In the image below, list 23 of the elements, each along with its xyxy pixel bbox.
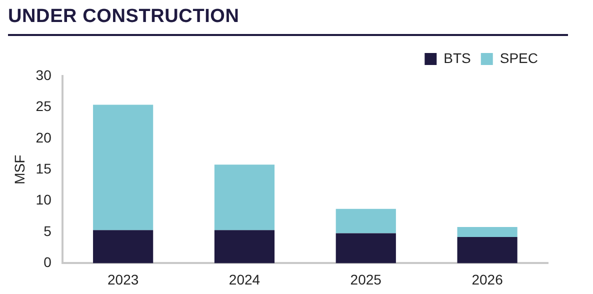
y-tick-label: 0 <box>44 254 52 270</box>
bar <box>336 208 396 234</box>
bar <box>214 164 275 230</box>
x-tick-label: 2024 <box>228 271 260 288</box>
y-tick-label: 15 <box>36 160 52 176</box>
bar <box>457 227 518 237</box>
bar <box>93 230 154 264</box>
bar <box>214 230 275 264</box>
x-tick-label: 2023 <box>108 271 139 288</box>
bar <box>457 236 518 264</box>
x-tick-label: 2026 <box>472 271 504 288</box>
legend-label: BTS <box>444 50 471 66</box>
y-tick-label: 20 <box>36 129 52 146</box>
bar <box>336 233 396 264</box>
y-axis-title: MSF <box>11 154 28 184</box>
y-tick-label: 10 <box>36 192 52 208</box>
y-tick-label: 5 <box>44 222 52 239</box>
y-tick-label: 30 <box>36 66 52 83</box>
legend-label: SPEC <box>500 50 538 66</box>
chart-title: UNDER CONSTRUCTION <box>8 6 240 28</box>
x-tick-label: 2025 <box>350 271 382 288</box>
y-tick-label: 25 <box>36 98 52 114</box>
bar <box>93 104 154 230</box>
